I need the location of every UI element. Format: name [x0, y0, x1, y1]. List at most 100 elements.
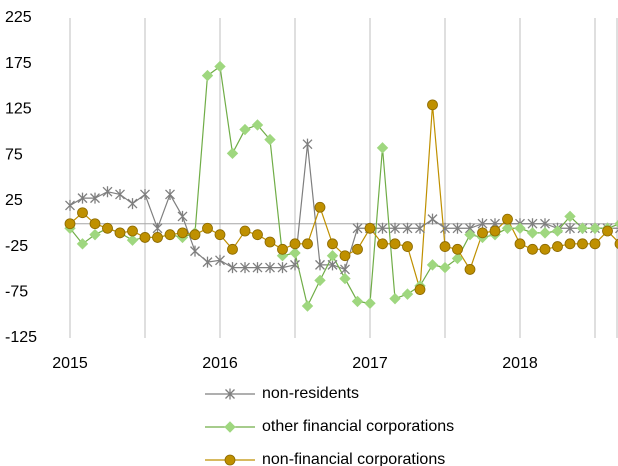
marker	[227, 262, 238, 274]
y-tick-label: 75	[5, 146, 23, 163]
marker	[352, 243, 363, 255]
y-tick-label: 225	[5, 9, 32, 26]
marker	[251, 119, 264, 131]
y-tick-label: 125	[5, 101, 32, 118]
marker	[65, 199, 75, 211]
marker	[439, 261, 451, 274]
marker	[165, 188, 175, 200]
marker	[314, 201, 326, 213]
y-tick-label: 175	[5, 55, 32, 72]
marker	[226, 147, 239, 160]
marker	[77, 192, 88, 204]
y-tick-label: -25	[5, 238, 28, 255]
legend-item: non-residents	[205, 385, 359, 402]
marker	[327, 238, 338, 250]
marker	[289, 247, 301, 259]
marker	[377, 222, 388, 234]
marker	[414, 284, 426, 295]
marker	[214, 60, 226, 73]
marker	[552, 241, 563, 252]
marker	[177, 210, 188, 222]
marker	[224, 454, 236, 466]
marker	[501, 222, 514, 234]
marker	[315, 259, 325, 271]
marker	[389, 238, 401, 250]
marker	[252, 262, 263, 274]
marker	[102, 186, 113, 198]
marker	[76, 238, 89, 250]
marker	[240, 262, 250, 274]
marker	[277, 262, 288, 274]
marker	[614, 220, 618, 228]
y-tick-label: -75	[5, 284, 28, 301]
marker	[215, 254, 225, 266]
marker	[564, 238, 576, 250]
marker	[602, 225, 613, 237]
marker	[89, 228, 101, 241]
marker	[339, 272, 351, 285]
marker	[377, 238, 388, 250]
marker	[564, 210, 576, 223]
marker	[127, 225, 138, 237]
marker	[152, 232, 163, 243]
marker	[539, 243, 551, 255]
marker	[477, 218, 488, 230]
marker	[440, 222, 450, 234]
marker	[514, 238, 526, 250]
marker	[351, 295, 364, 308]
marker	[227, 243, 238, 255]
marker	[565, 222, 575, 234]
marker	[301, 300, 314, 312]
series-line	[69, 104, 618, 290]
legend-label: other financial corporations	[262, 418, 454, 435]
marker	[526, 227, 539, 239]
legend-item: non-financial corporations	[205, 451, 445, 466]
marker	[339, 250, 351, 262]
marker	[264, 236, 276, 248]
marker	[77, 207, 88, 219]
marker	[389, 292, 401, 305]
marker	[326, 250, 339, 262]
marker	[402, 222, 413, 234]
marker	[239, 123, 251, 136]
marker	[427, 99, 438, 111]
marker	[265, 262, 275, 274]
marker	[177, 227, 188, 239]
marker	[190, 245, 200, 257]
marker	[514, 222, 526, 234]
marker	[376, 142, 389, 154]
marker	[289, 238, 301, 250]
marker	[464, 228, 476, 241]
marker	[576, 222, 589, 234]
marker	[577, 238, 588, 250]
marker	[252, 229, 263, 241]
marker	[214, 229, 226, 241]
x-tick-label: 2018	[502, 355, 538, 372]
marker	[477, 227, 488, 239]
marker	[126, 234, 139, 246]
marker	[452, 243, 463, 255]
marker	[390, 222, 400, 234]
marker	[614, 238, 618, 249]
marker	[127, 198, 138, 210]
marker	[302, 238, 313, 250]
marker	[314, 274, 326, 287]
marker	[225, 388, 235, 400]
marker	[489, 225, 501, 237]
marker	[464, 264, 476, 275]
marker	[551, 225, 564, 237]
legend-label: non-residents	[262, 385, 359, 402]
marker	[364, 297, 376, 309]
marker	[64, 218, 76, 230]
marker	[189, 229, 201, 241]
marker	[439, 241, 451, 252]
marker	[589, 222, 601, 234]
marker	[239, 225, 251, 237]
marker	[114, 227, 126, 239]
marker	[502, 213, 513, 225]
legend-item: other financial corporations	[205, 418, 454, 435]
x-tick-label: 2016	[202, 355, 238, 372]
marker	[277, 243, 288, 255]
marker	[139, 232, 151, 243]
